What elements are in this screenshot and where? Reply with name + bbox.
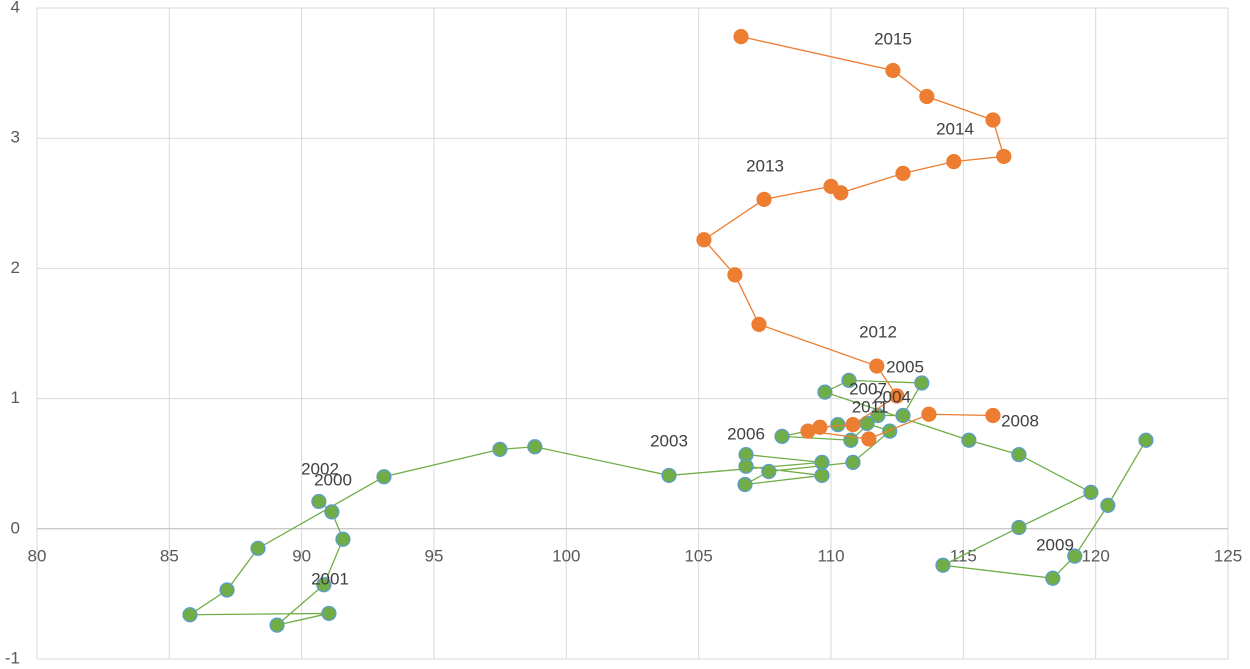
x-tick-label: 95 [425, 546, 444, 565]
point [324, 504, 340, 520]
point [182, 607, 198, 623]
point [1067, 548, 1083, 564]
point [774, 428, 790, 444]
point [914, 375, 930, 391]
x-tick-label: 90 [292, 546, 311, 565]
point [316, 577, 332, 593]
point [935, 557, 951, 573]
point [814, 454, 830, 470]
point [311, 493, 327, 510]
point [814, 467, 830, 484]
x-tick-label: 110 [817, 546, 844, 565]
point [885, 62, 901, 79]
point [1045, 570, 1061, 586]
point [889, 388, 905, 404]
point [737, 476, 753, 493]
year-annotation: 2001 [311, 569, 349, 588]
point [985, 112, 1001, 128]
point [985, 407, 1001, 424]
point [1138, 432, 1154, 448]
point [833, 185, 849, 201]
year-annotation: 2015 [874, 29, 912, 48]
point [492, 441, 508, 457]
y-tick-label: 3 [11, 128, 20, 147]
point [817, 384, 833, 400]
point [696, 232, 712, 248]
x-tick-label: 125 [1214, 546, 1242, 565]
x-tick-label: 85 [160, 546, 179, 565]
point [845, 454, 861, 470]
y-tick-label: 2 [11, 258, 20, 277]
point [1011, 446, 1027, 463]
year-annotation: 2013 [746, 156, 784, 175]
point [751, 316, 767, 332]
year-annotation: 2005 [886, 357, 924, 376]
year-annotation: 2007 [849, 379, 887, 398]
point [869, 358, 885, 374]
point [376, 469, 392, 485]
year-annotation: 2003 [650, 431, 688, 450]
point [335, 531, 351, 547]
point [661, 467, 677, 484]
point [250, 540, 266, 556]
point [895, 165, 911, 181]
year-annotation: 2006 [727, 424, 765, 443]
point [961, 432, 977, 448]
year-annotation: 2011 [852, 397, 889, 416]
point [919, 88, 935, 105]
point [733, 29, 749, 45]
point [321, 605, 337, 622]
point [812, 419, 828, 435]
point [269, 617, 285, 633]
point [841, 372, 857, 388]
point [1011, 519, 1027, 536]
year-annotation: 2012 [859, 322, 897, 341]
point [996, 148, 1012, 165]
point [861, 431, 877, 447]
y-tick-label: -1 [5, 648, 20, 667]
x-tick-label: 100 [552, 546, 580, 565]
year-annotation: 2009 [1036, 535, 1074, 554]
year-annotation: 2008 [1001, 411, 1039, 430]
point [527, 439, 543, 455]
year-annotation: 2004 [873, 387, 911, 406]
point [845, 417, 861, 433]
point [946, 154, 962, 170]
y-tick-label: 1 [11, 388, 20, 407]
point [830, 417, 846, 433]
point [843, 432, 859, 448]
point [727, 267, 743, 283]
point [756, 191, 772, 207]
y-tick-label: 0 [11, 518, 20, 537]
point [761, 463, 777, 480]
x-tick-label: 120 [1081, 546, 1109, 565]
point [921, 406, 937, 422]
y-tick-label: 4 [11, 0, 20, 16]
x-tick-label: 105 [684, 546, 712, 565]
year-annotation: 2002 [301, 459, 339, 478]
x-tick-label: 80 [28, 546, 47, 565]
year-annotation: 2000 [314, 470, 352, 489]
point [738, 458, 754, 474]
point [882, 423, 898, 439]
point [1100, 497, 1116, 513]
point [219, 582, 235, 598]
year-annotation: 2014 [936, 119, 974, 138]
point [1083, 484, 1099, 500]
point [895, 407, 911, 424]
